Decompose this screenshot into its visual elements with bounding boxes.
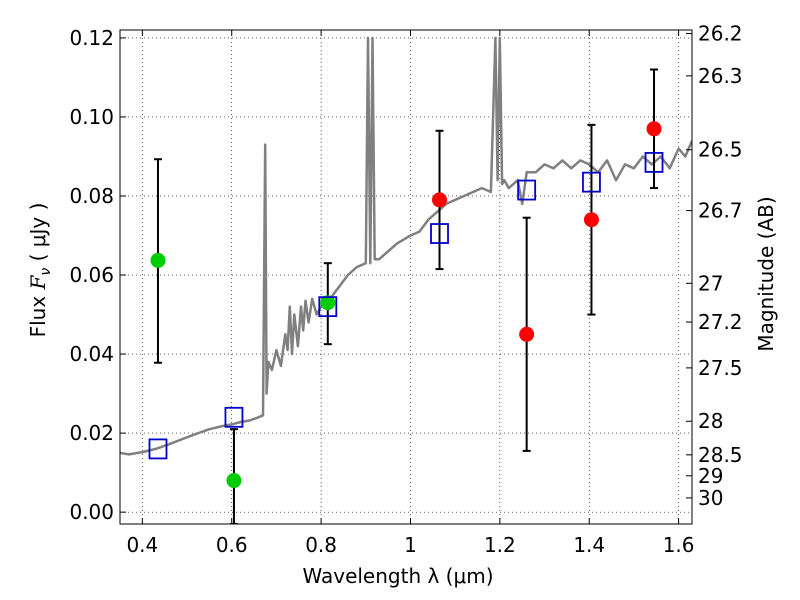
- right-tick-label: 26.7: [698, 199, 743, 223]
- y-label-subscript: ν: [38, 268, 54, 276]
- spectrum-line: [120, 36, 692, 456]
- axes-frame: [119, 29, 693, 525]
- right-tick-label: 27.5: [698, 356, 743, 380]
- y-tick-label: 0.12: [69, 26, 114, 50]
- y-label-unit: ( μJy ): [26, 203, 50, 268]
- x-tick-label: 1: [404, 533, 417, 557]
- x-tick-label: 0.8: [305, 533, 337, 557]
- y-tick-label: 0.00: [69, 500, 114, 524]
- grid: [120, 30, 692, 524]
- right-tick-label: 28: [698, 409, 723, 433]
- plot-area: [120, 36, 692, 524]
- model-point: [644, 151, 664, 173]
- y-tick-label: 0.10: [69, 105, 114, 129]
- x-axis-label: Wavelength λ (μm): [302, 564, 493, 588]
- ticks: 0.4 0.6 0.8 1 1.2 1.4 1.6 0.00 0.02 0.04 0.06 0.08 0…: [69, 22, 742, 557]
- data-point: [432, 192, 448, 208]
- right-tick-label: 29: [698, 464, 723, 488]
- x-tick-label: 1.4: [573, 533, 605, 557]
- y-axis-label: Flux Fν ( μJy ): [26, 203, 54, 338]
- right-tick-label: 27: [698, 271, 723, 295]
- x-tick-label: 0.6: [216, 533, 248, 557]
- model-point: [430, 223, 449, 244]
- y-tick-label: 0.08: [69, 184, 114, 208]
- y-tick-label: 0.06: [69, 263, 114, 287]
- y-label-symbol: F: [26, 274, 50, 290]
- right-tick-label: 26.2: [698, 22, 743, 46]
- data-point: [150, 252, 166, 268]
- data-point: [583, 212, 599, 228]
- x-tick-label: 1.2: [484, 533, 516, 557]
- model-point: [517, 179, 537, 201]
- right-tick-label: 30: [698, 486, 723, 510]
- y-tick-label: 0.02: [69, 421, 114, 445]
- right-tick-label: 26.3: [698, 64, 743, 88]
- x-tick-label: 0.4: [126, 533, 158, 557]
- right-tick-label: 26.5: [698, 138, 743, 162]
- model-point: [148, 438, 168, 460]
- data-point: [519, 326, 535, 342]
- right-tick-label: 27.2: [698, 310, 743, 334]
- data-point: [226, 473, 242, 489]
- data-point: [320, 295, 336, 311]
- x-tick-label: 1.6: [663, 533, 695, 557]
- y-axis-right-label: Magnitude (AB): [754, 196, 778, 351]
- y-tick-label: 0.04: [69, 342, 114, 366]
- model-point: [318, 296, 338, 318]
- model-point: [582, 171, 601, 193]
- right-tick-label: 28.5: [698, 443, 743, 467]
- model-point: [224, 406, 244, 428]
- data-point: [646, 121, 662, 137]
- y-label-text: Flux: [26, 289, 50, 337]
